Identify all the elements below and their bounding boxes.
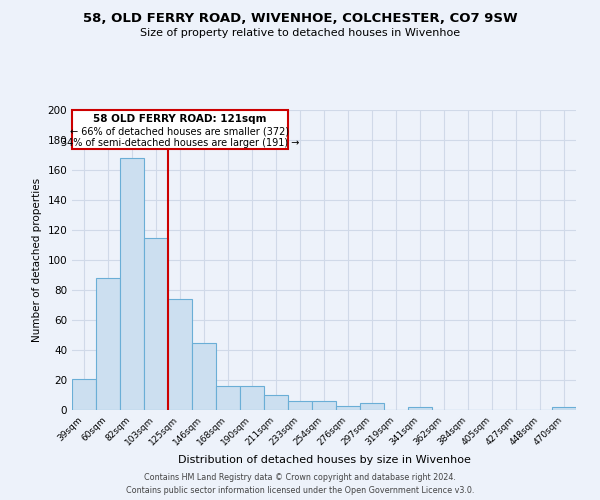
Bar <box>96 278 120 410</box>
Bar <box>120 158 144 410</box>
Bar <box>288 401 312 410</box>
Text: ← 66% of detached houses are smaller (372): ← 66% of detached houses are smaller (37… <box>70 126 290 136</box>
X-axis label: Distribution of detached houses by size in Wivenhoe: Distribution of detached houses by size … <box>178 456 470 466</box>
Text: Contains public sector information licensed under the Open Government Licence v3: Contains public sector information licen… <box>126 486 474 495</box>
Bar <box>72 378 96 410</box>
Bar <box>264 395 288 410</box>
Bar <box>408 407 432 410</box>
Bar <box>312 401 336 410</box>
Text: 34% of semi-detached houses are larger (191) →: 34% of semi-detached houses are larger (… <box>61 138 299 148</box>
Bar <box>144 238 168 410</box>
Bar <box>168 299 192 410</box>
Bar <box>216 386 240 410</box>
Y-axis label: Number of detached properties: Number of detached properties <box>32 178 42 342</box>
Text: 58 OLD FERRY ROAD: 121sqm: 58 OLD FERRY ROAD: 121sqm <box>93 114 267 124</box>
Text: Contains HM Land Registry data © Crown copyright and database right 2024.: Contains HM Land Registry data © Crown c… <box>144 472 456 482</box>
Bar <box>336 406 360 410</box>
Bar <box>552 407 576 410</box>
Bar <box>72 110 288 149</box>
Bar <box>360 402 384 410</box>
Text: Size of property relative to detached houses in Wivenhoe: Size of property relative to detached ho… <box>140 28 460 38</box>
Bar <box>192 342 216 410</box>
Bar <box>240 386 264 410</box>
Text: 58, OLD FERRY ROAD, WIVENHOE, COLCHESTER, CO7 9SW: 58, OLD FERRY ROAD, WIVENHOE, COLCHESTER… <box>83 12 517 26</box>
